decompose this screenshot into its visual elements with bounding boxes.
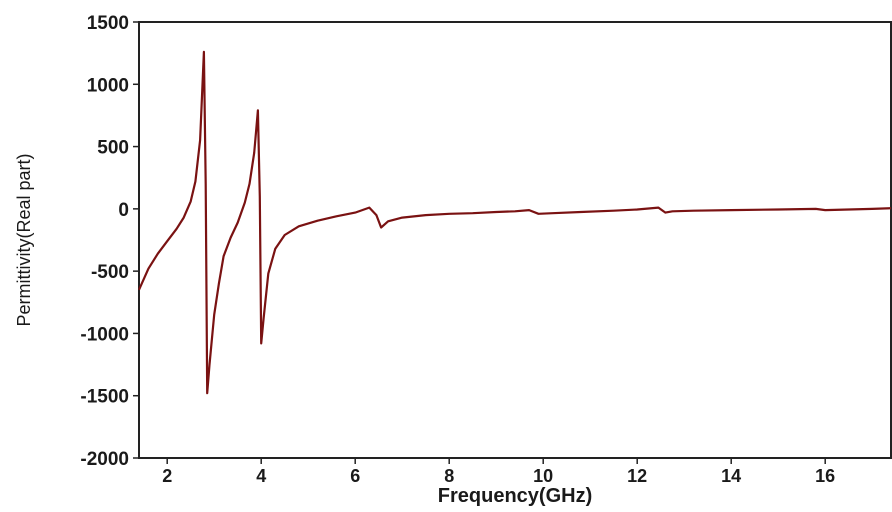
plot-area bbox=[138, 21, 892, 459]
x-tick-label: 2 bbox=[162, 466, 172, 486]
x-axis-ticks: 2 4 6 8 10 12 14 16 bbox=[162, 458, 835, 486]
y-tick-label: 500 bbox=[97, 138, 129, 159]
y-tick-label: -500 bbox=[91, 262, 129, 283]
y-tick-label: 1500 bbox=[87, 13, 129, 34]
y-tick-label: 0 bbox=[118, 200, 129, 221]
y-tick-label: -1000 bbox=[80, 324, 129, 345]
x-tick-label: 12 bbox=[627, 466, 647, 486]
y-axis-ticks: 1500 1000 500 0 -500 -1000 -1500 -2000 bbox=[80, 13, 139, 470]
y-tick-label: 1000 bbox=[87, 75, 129, 96]
series-line-0 bbox=[137, 50, 892, 395]
y-tick-label: -1500 bbox=[80, 387, 129, 408]
y-axis-label: Permittivity(Real part) bbox=[14, 153, 34, 326]
series-group bbox=[137, 50, 892, 395]
x-tick-label: 8 bbox=[444, 466, 454, 486]
x-tick-label: 4 bbox=[256, 466, 266, 486]
y-tick-label: -2000 bbox=[80, 449, 129, 470]
x-tick-label: 16 bbox=[815, 466, 835, 486]
x-tick-label: 14 bbox=[721, 466, 741, 486]
x-axis-label: Frequency(GHz) bbox=[438, 485, 592, 507]
x-tick-label: 10 bbox=[533, 466, 553, 486]
x-tick-label: 6 bbox=[350, 466, 360, 486]
